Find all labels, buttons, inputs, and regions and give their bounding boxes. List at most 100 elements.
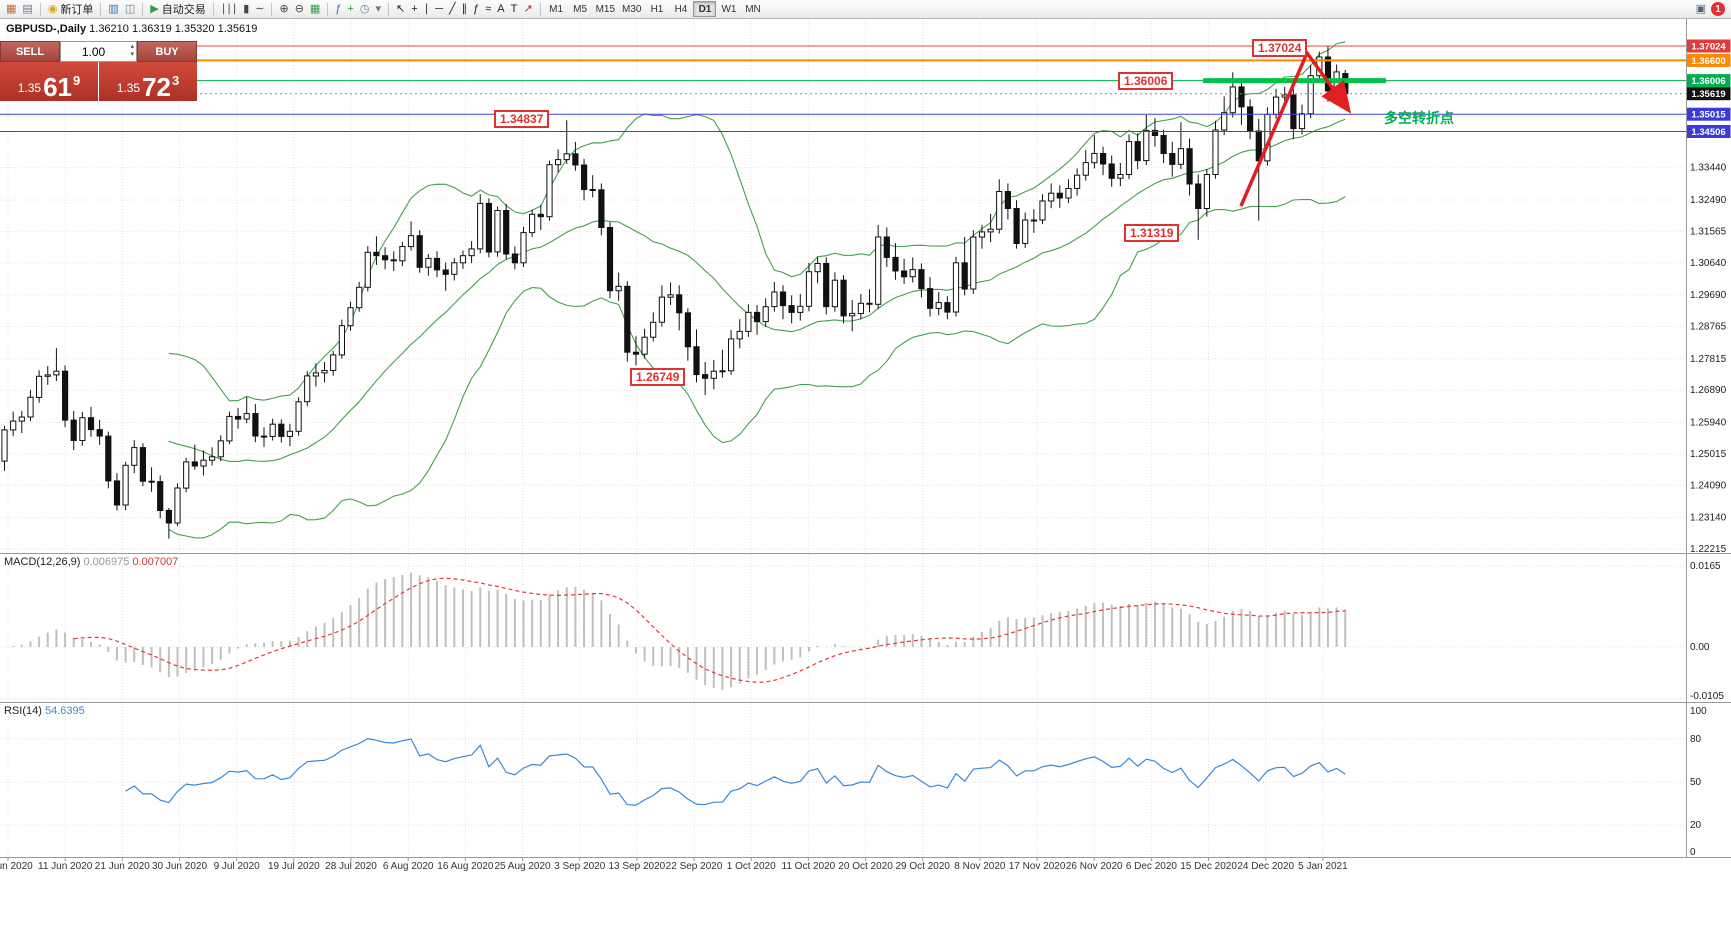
svg-text:15 Dec 2020: 15 Dec 2020 <box>1180 861 1237 872</box>
cursor-icon-glyph-icon: ↖ <box>396 2 406 15</box>
zoom-out-icon[interactable]: ⊖ <box>292 1 307 18</box>
svg-text:1.35619: 1.35619 <box>1691 89 1725 100</box>
tile-windows-icon-glyph-icon: ▦ <box>309 2 321 15</box>
price-label[interactable]: 1.26749 <box>630 368 686 386</box>
svg-text:1.23140: 1.23140 <box>1690 513 1727 524</box>
timeframe-h4[interactable]: H4 <box>669 1 692 17</box>
timeframe-m1[interactable]: M1 <box>545 1 568 17</box>
label-icon[interactable]: T <box>508 1 521 18</box>
toolbar-separator <box>388 2 390 16</box>
periods-icon[interactable]: ◷ <box>357 1 373 18</box>
notification-badge[interactable]: 1 <box>1711 2 1725 16</box>
arrows-icon[interactable]: ↗ <box>520 1 535 18</box>
svg-text:1.25015: 1.25015 <box>1690 449 1727 460</box>
zoom-in-icon[interactable]: ⊕ <box>276 1 291 18</box>
timeframe-m15[interactable]: M15 <box>593 1 618 17</box>
text-icon[interactable]: A <box>494 1 507 18</box>
vertical-line-icon[interactable]: ∣ <box>421 1 433 18</box>
svg-text:30 Jun 2020: 30 Jun 2020 <box>152 861 207 872</box>
price-label[interactable]: 1.37024 <box>1252 39 1308 57</box>
svg-text:50: 50 <box>1690 777 1702 788</box>
trendline-icon[interactable]: ╱ <box>446 1 459 18</box>
oh​lc-info: GBPUSD-,Daily 1.36210 1.36319 1.35320 1.… <box>6 23 257 35</box>
profiles-icon-glyph-icon: ▤ <box>22 2 33 15</box>
crosshair-icon[interactable]: + <box>408 1 420 18</box>
line-chart-icon[interactable]: ∼ <box>252 1 267 18</box>
grid <box>0 20 1686 857</box>
buy-price[interactable]: 1.35 72 3 <box>99 62 197 101</box>
chat-icon[interactable]: ▣ <box>1695 2 1706 15</box>
timeframe-w1[interactable]: W1 <box>717 1 740 17</box>
indicators-icon[interactable]: ƒ <box>332 1 344 18</box>
shapes-icon-glyph-icon: ≈ <box>485 2 492 15</box>
sell-button[interactable]: SELL <box>0 41 60 62</box>
svg-text:1.31565: 1.31565 <box>1690 226 1727 237</box>
zoom-in-icon-glyph-icon: ⊕ <box>279 2 289 15</box>
candlestick-icon[interactable]: ▮ <box>240 1 252 18</box>
svg-text:28 Jul 2020: 28 Jul 2020 <box>325 861 377 872</box>
market-watch-icon[interactable]: ▥ <box>105 1 121 18</box>
svg-text:11 Jun 2020: 11 Jun 2020 <box>38 861 93 872</box>
channel-icon[interactable]: ∥ <box>459 1 471 18</box>
new-order-glyph-icon: ◉ <box>47 2 58 15</box>
templates-icon[interactable]: ▾ <box>373 1 385 18</box>
buy-price-sup: 3 <box>172 73 180 88</box>
svg-text:17 Nov 2020: 17 Nov 2020 <box>1009 861 1066 872</box>
price-label[interactable]: 1.34837 <box>494 110 550 128</box>
svg-text:25 Aug 2020: 25 Aug 2020 <box>494 861 551 872</box>
price-scale[interactable] <box>1687 39 1731 139</box>
fibonacci-icon-glyph-icon: ƒ <box>473 2 480 15</box>
timeframe-m30[interactable]: M30 <box>619 1 644 17</box>
toolbar-separator <box>142 2 144 16</box>
svg-text:3 Sep 2020: 3 Sep 2020 <box>554 861 606 872</box>
price-label[interactable]: 1.36006 <box>1118 72 1174 90</box>
candles[interactable] <box>1 46 1349 539</box>
volume-stepper[interactable]: ▴ ▾ <box>60 41 137 62</box>
timeframe-mn[interactable]: MN <box>741 1 764 17</box>
volume-spin-down-icon[interactable]: ▾ <box>130 51 134 58</box>
svg-text:1.33440: 1.33440 <box>1690 163 1727 174</box>
add-indicator-icon[interactable]: + <box>344 1 356 18</box>
periods-icon-glyph-icon: ◷ <box>359 2 370 15</box>
svg-text:1 Oct 2020: 1 Oct 2020 <box>727 861 776 872</box>
bar-chart-icon[interactable]: ∣∣∣ <box>218 1 241 18</box>
shapes-icon[interactable]: ≈ <box>482 1 494 18</box>
svg-text:22 Sep 2020: 22 Sep 2020 <box>666 861 723 872</box>
buy-button[interactable]: BUY <box>137 41 197 62</box>
svg-text:20: 20 <box>1690 820 1702 831</box>
timeframe-d1[interactable]: D1 <box>693 1 717 17</box>
time-axis[interactable] <box>7 857 1324 861</box>
new-chart-icon[interactable]: ▦ <box>3 1 19 18</box>
volume-input[interactable] <box>61 44 136 59</box>
new-order-button[interactable]: ◉ 新订单 <box>45 1 97 18</box>
cursor-icon[interactable]: ↖ <box>393 1 408 18</box>
rsi-header: RSI(14) 54.6395 <box>4 705 85 717</box>
templates-icon-glyph-icon: ▾ <box>375 2 382 15</box>
timeframe-h1[interactable]: H1 <box>645 1 668 17</box>
navigator-icon[interactable]: ◫ <box>122 1 138 18</box>
svg-text:0: 0 <box>1690 847 1696 858</box>
svg-text:80: 80 <box>1690 734 1702 745</box>
svg-text:1.35015: 1.35015 <box>1691 110 1726 121</box>
autotrade-button[interactable]: ▶ 自动交易 <box>147 1 208 18</box>
toolbar-separator <box>39 2 41 16</box>
svg-text:1.24090: 1.24090 <box>1690 480 1727 491</box>
timeframe-m5[interactable]: M5 <box>569 1 592 17</box>
sell-price[interactable]: 1.35 61 9 <box>0 62 98 101</box>
macd-header: MACD(12,26,9) 0.006975 0.007007 <box>4 556 178 568</box>
profiles-icon[interactable]: ▤ <box>19 1 35 18</box>
svg-text:5 Jan 2021: 5 Jan 2021 <box>1298 861 1348 872</box>
buy-price-prefix: 1.35 <box>116 81 141 95</box>
price-label[interactable]: 1.31319 <box>1124 224 1180 242</box>
rsi-label: RSI(14) <box>4 705 42 717</box>
tile-windows-icon[interactable]: ▦ <box>307 1 323 18</box>
trend-note[interactable]: 多空转折点 <box>1384 110 1454 126</box>
horizontal-line-icon[interactable]: ─ <box>432 1 446 18</box>
svg-text:9 Jul 2020: 9 Jul 2020 <box>214 861 261 872</box>
svg-text:1.26890: 1.26890 <box>1690 385 1727 396</box>
fibonacci-icon[interactable]: ƒ <box>470 1 482 18</box>
volume-spin-up-icon[interactable]: ▴ <box>130 43 134 50</box>
svg-text:16 Aug 2020: 16 Aug 2020 <box>437 861 494 872</box>
svg-text:0.00: 0.00 <box>1690 642 1710 653</box>
